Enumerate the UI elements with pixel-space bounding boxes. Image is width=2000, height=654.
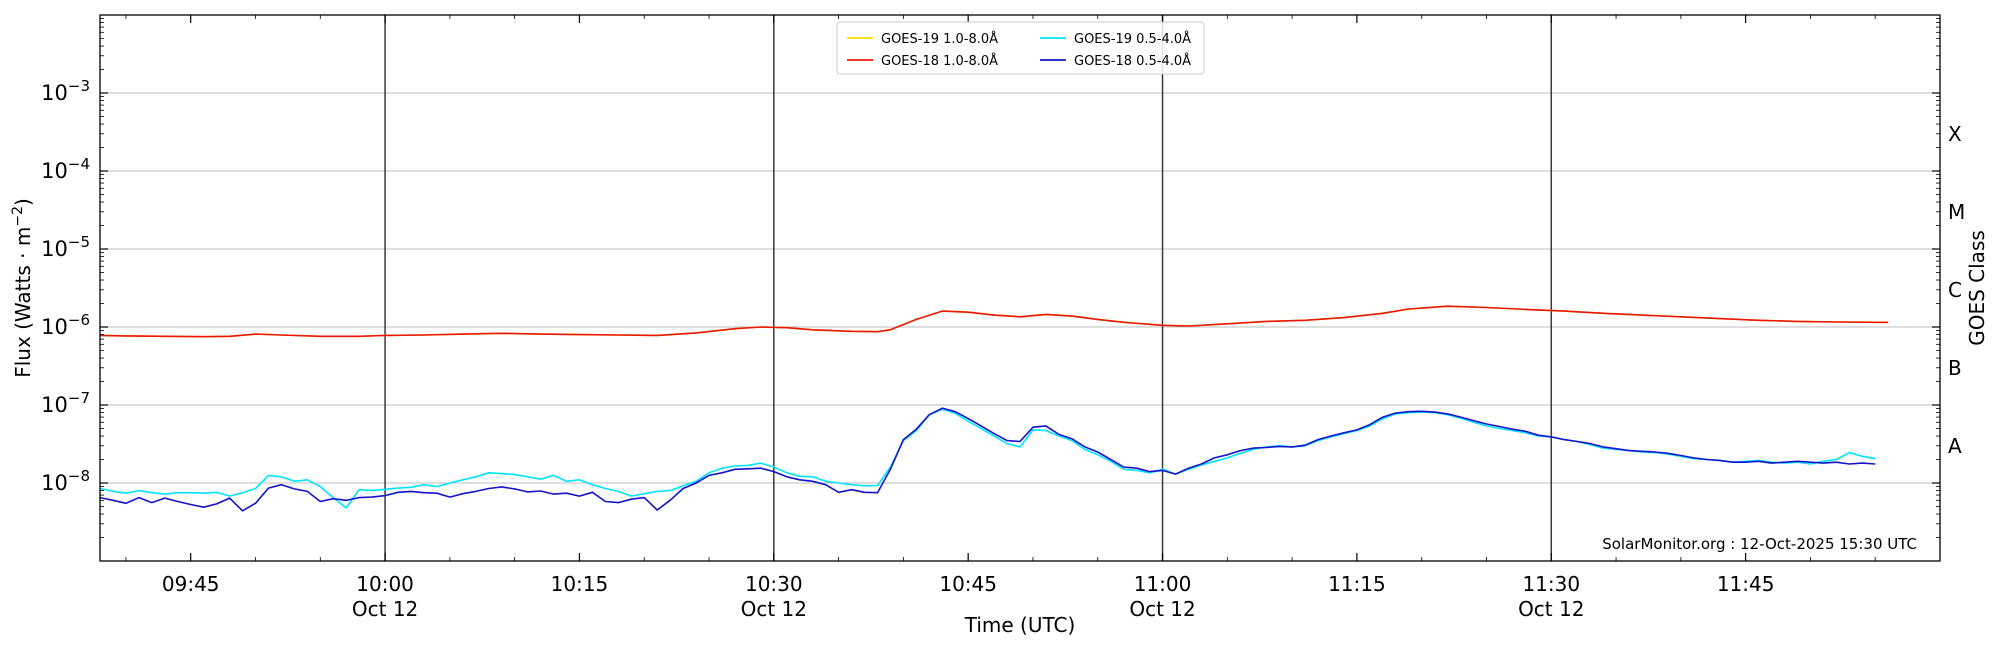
right-axis-label: GOES Class (1965, 230, 1989, 346)
y-tick-label-base: 10 (41, 81, 68, 105)
y-tick-label-exponent: −4 (68, 155, 90, 173)
x-axis-label: Time (UTC) (964, 613, 1076, 637)
x-tick-date-label: Oct 12 (352, 597, 418, 621)
x-tick-label: 10:30 (745, 572, 803, 596)
grid-layer (100, 15, 1940, 561)
x-tick-label: 11:30 (1522, 572, 1580, 596)
y-tick-label-exponent: −5 (68, 233, 90, 251)
legend-label: GOES-18 1.0-8.0Å (881, 53, 998, 69)
x-tick-date-label: Oct 12 (1129, 597, 1195, 621)
goes-class-label: X (1948, 122, 1962, 146)
y-tick-label-base: 10 (41, 237, 68, 261)
goes-class-label: B (1948, 356, 1962, 380)
legend-label: GOES-19 0.5-4.0Å (1074, 31, 1191, 47)
y-tick-label-exponent: −6 (68, 311, 90, 329)
y-tick-label: 10−8 (41, 467, 90, 495)
y-tick-label: 10−6 (41, 311, 90, 339)
series-layer (99, 305, 1889, 512)
y-tick-label: 10−5 (41, 233, 90, 261)
y-tick-label: 10−3 (41, 77, 90, 105)
goes-class-label: M (1948, 200, 1965, 224)
x-tick-label: 10:15 (551, 572, 609, 596)
x-tick-date-label: Oct 12 (741, 597, 807, 621)
y-tick-label-exponent: −7 (68, 389, 90, 407)
y-tick-label: 10−4 (41, 155, 90, 183)
tick-layer (100, 15, 1940, 561)
series-line-2 (99, 305, 1889, 338)
legend: GOES-19 1.0-8.0Å GOES-18 1.0-8.0Å GOES-19 … (836, 21, 1205, 75)
legend-label: GOES-18 0.5-4.0Å (1074, 53, 1191, 69)
x-tick-label: 11:15 (1328, 572, 1386, 596)
x-tick-label: 09:45 (162, 572, 220, 596)
legend-label: GOES-19 1.0-8.0Å (881, 31, 998, 47)
y-axis-label-close: ) (11, 198, 35, 206)
y-tick-label: 10−7 (41, 389, 90, 417)
goes-class-label: C (1948, 278, 1962, 302)
x-tick-label: 11:00 (1134, 572, 1192, 596)
source-annotation: SolarMonitor.org : 12-Oct-2025 15:30 UTC (1602, 535, 1917, 553)
x-tick-label: 10:00 (356, 572, 414, 596)
y-tick-label-exponent: −8 (68, 467, 90, 485)
x-tick-date-label: Oct 12 (1518, 597, 1584, 621)
y-tick-label-base: 10 (41, 393, 68, 417)
y-tick-label-exponent: −3 (68, 77, 90, 95)
x-tick-label: 10:45 (939, 572, 997, 596)
series-line-4 (99, 407, 1876, 512)
goes-class-label: A (1948, 434, 1962, 458)
x-tick-label: 11:45 (1717, 572, 1775, 596)
y-tick-label-base: 10 (41, 315, 68, 339)
y-axis-label: Flux (Watts · m−2) (10, 198, 35, 378)
y-tick-label-base: 10 (41, 471, 68, 495)
y-axis-label-exponent: −2 (10, 206, 26, 227)
y-axis-label-main: Flux (Watts · m (11, 227, 35, 378)
legend-box (836, 21, 1205, 75)
legend-items: GOES-19 1.0-8.0Å GOES-18 1.0-8.0Å GOES-19 … (847, 31, 1191, 69)
plot-frame (99, 14, 1941, 562)
y-tick-label-base: 10 (41, 159, 68, 183)
